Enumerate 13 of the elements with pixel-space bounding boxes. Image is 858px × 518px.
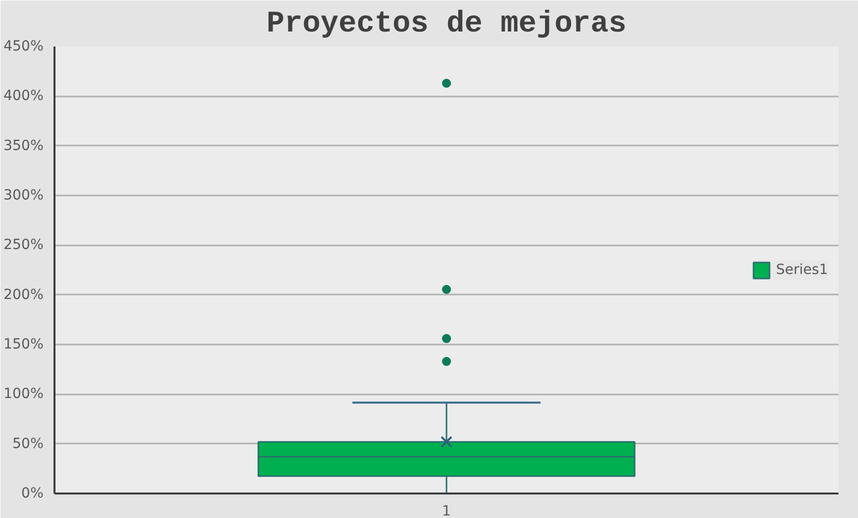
y-tick-label: 150% bbox=[3, 336, 44, 352]
y-tick-label: 400% bbox=[3, 88, 44, 104]
chart-title: Proyectos de mejoras bbox=[266, 8, 627, 42]
y-tick-label: 450% bbox=[3, 38, 44, 54]
legend-label: Series1 bbox=[776, 262, 828, 278]
y-tick-label: 100% bbox=[3, 386, 44, 402]
y-tick-label: 300% bbox=[3, 188, 44, 204]
y-tick-label: 250% bbox=[3, 237, 44, 254]
y-tick-label: 0% bbox=[21, 486, 44, 502]
y-tick-label: 200% bbox=[3, 286, 44, 303]
x-tick-label: 1 bbox=[442, 504, 451, 518]
y-tick-label: 50% bbox=[12, 436, 44, 452]
y-tick-label: 350% bbox=[3, 138, 44, 154]
